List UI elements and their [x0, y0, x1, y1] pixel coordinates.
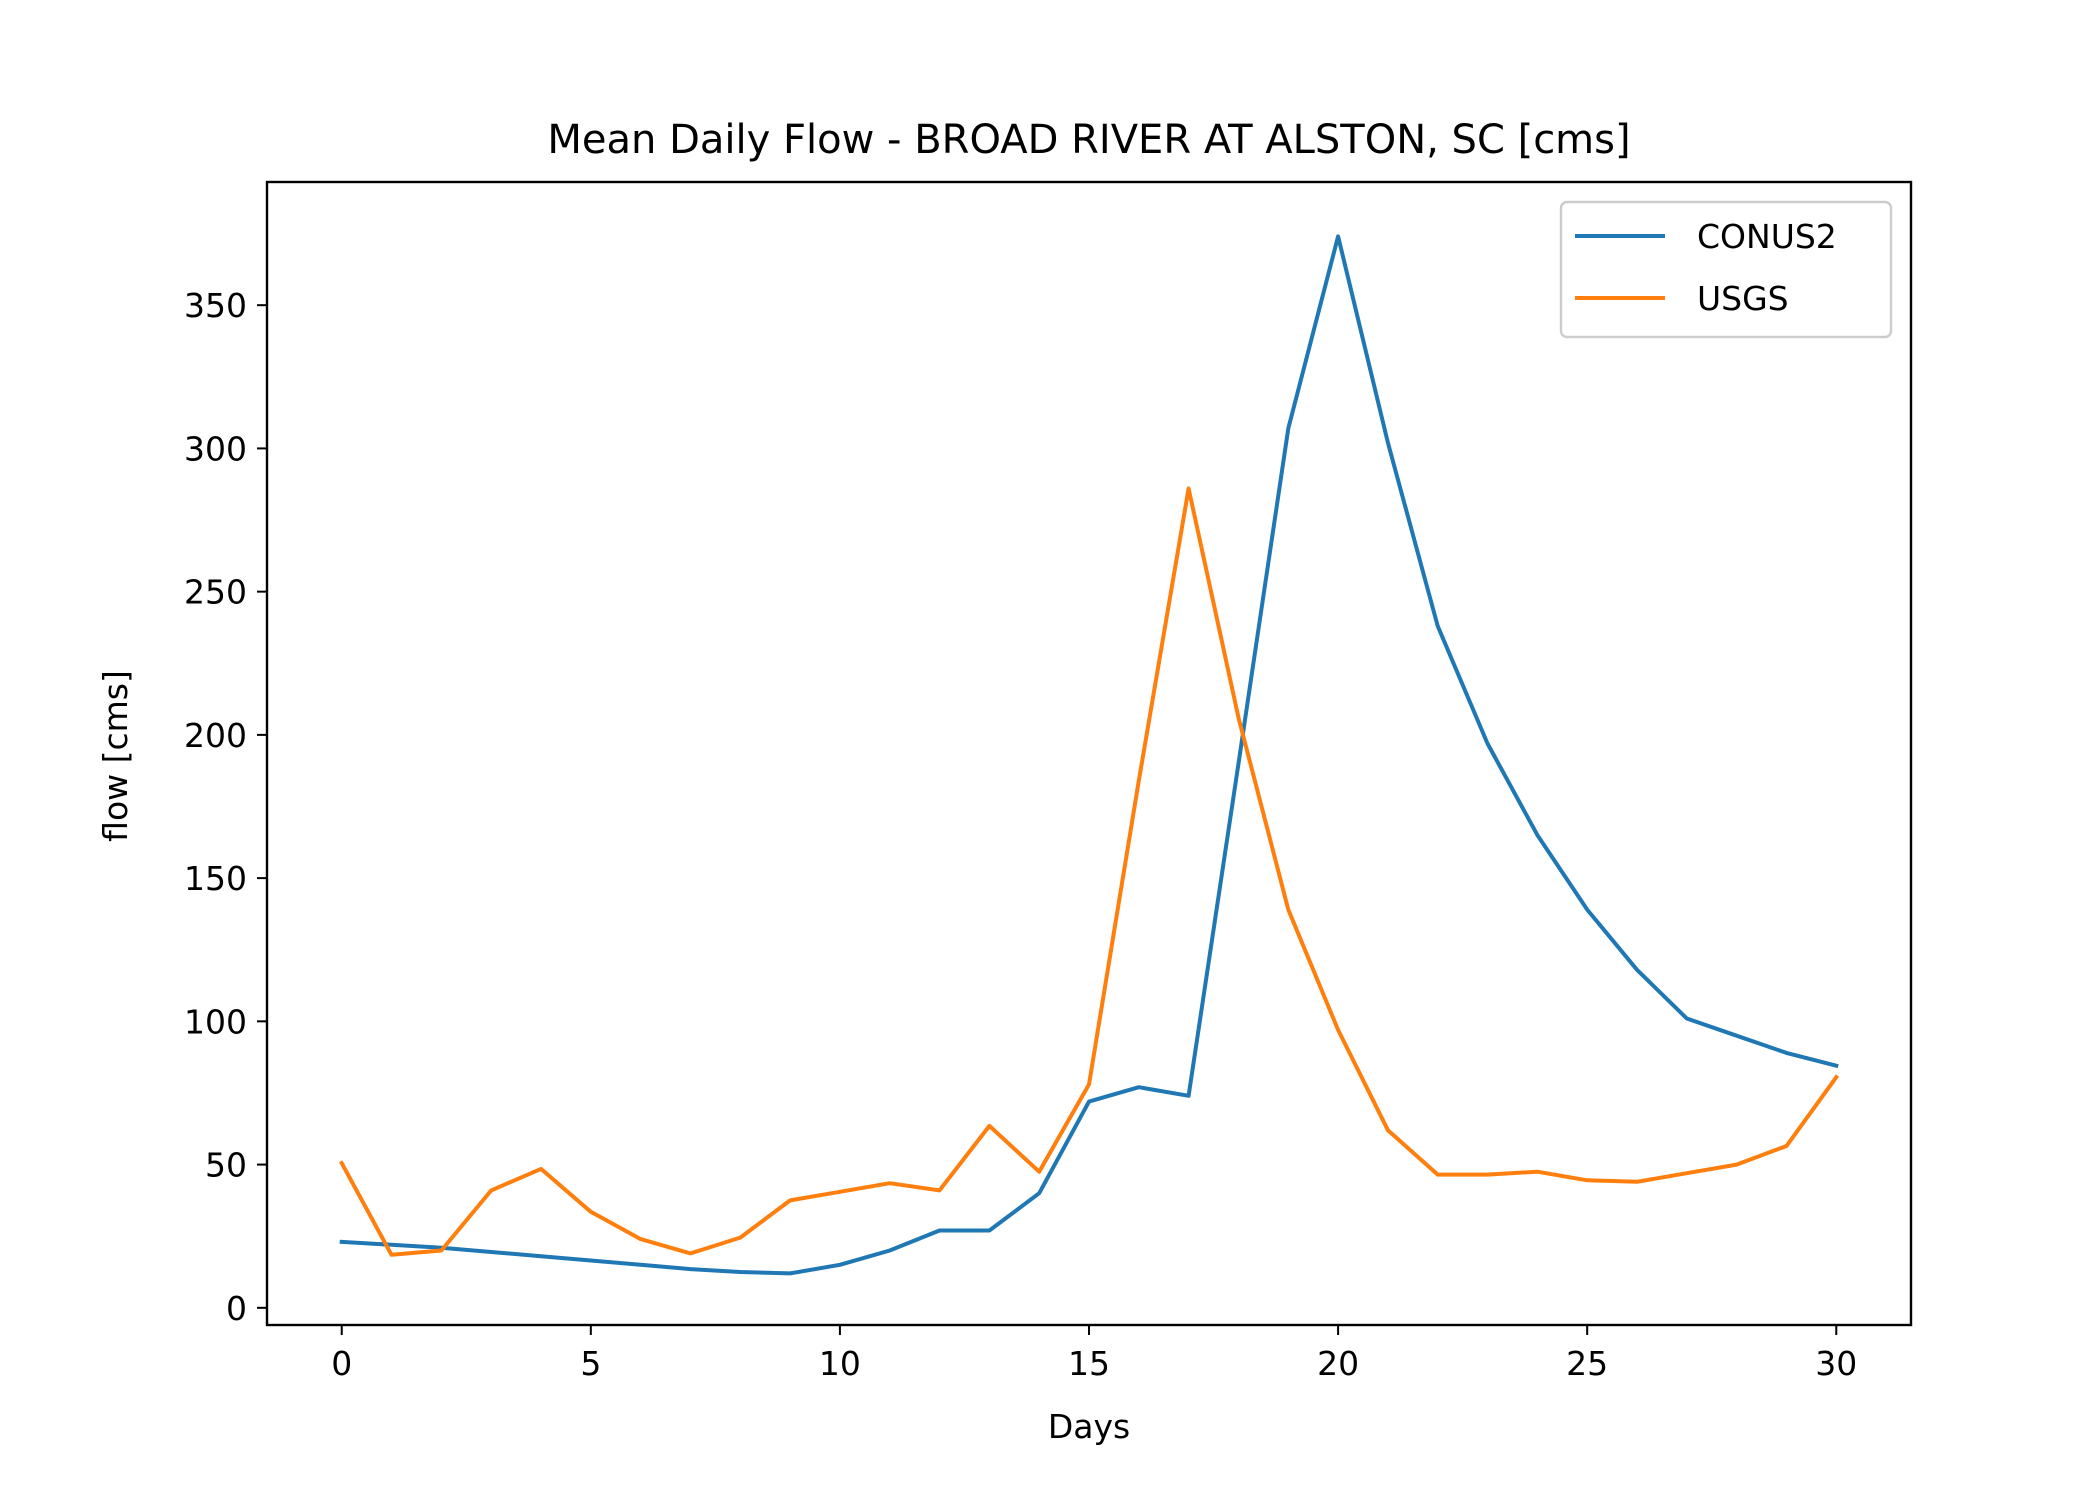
- series-layer: [338, 234, 1840, 1276]
- x-tick-label: 30: [1815, 1344, 1857, 1383]
- x-tick-label: 25: [1566, 1344, 1608, 1383]
- y-tick-label: 200: [184, 716, 247, 755]
- y-axis-label: flow [cms]: [96, 670, 135, 842]
- legend: CONUS2 USGS: [1559, 200, 1893, 339]
- x-tick-label: 20: [1317, 1344, 1359, 1383]
- x-tick-label: 0: [331, 1344, 352, 1383]
- y-tick-label: 100: [184, 1002, 247, 1041]
- chart-title: Mean Daily Flow - BROAD RIVER AT ALSTON,…: [547, 117, 1630, 163]
- y-tick-label: 350: [184, 286, 247, 325]
- y-tick-label: 0: [226, 1289, 247, 1328]
- x-tick-label: 10: [819, 1344, 861, 1383]
- series-line-conus2: [339, 234, 1839, 1276]
- legend-label-usgs: USGS: [1697, 279, 1789, 318]
- x-axis-label: Days: [1048, 1407, 1130, 1446]
- y-tick-label: 150: [184, 859, 247, 898]
- legend-label-conus2: CONUS2: [1697, 217, 1837, 256]
- x-tick-label: 15: [1068, 1344, 1110, 1383]
- y-tick-label: 250: [184, 573, 247, 612]
- y-tick-label: 50: [205, 1146, 247, 1185]
- series-line-usgs: [338, 486, 1840, 1257]
- y-tick-label: 300: [184, 429, 247, 468]
- x-tick-label: 5: [580, 1344, 601, 1383]
- y-axis: 0 50 100 150 200 250 300 350: [184, 286, 267, 1328]
- x-axis: 0 5 10 15 20 25 30: [331, 1325, 1857, 1383]
